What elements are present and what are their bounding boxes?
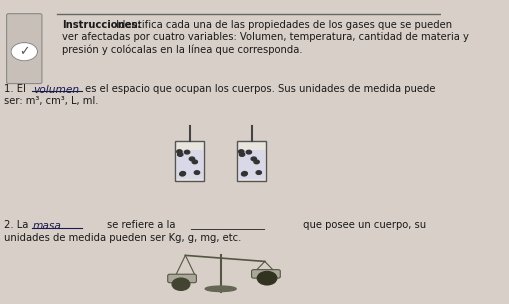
FancyBboxPatch shape <box>251 270 280 278</box>
Circle shape <box>177 150 182 154</box>
Text: que posee un cuerpo, su: que posee un cuerpo, su <box>300 220 426 230</box>
Circle shape <box>251 157 257 161</box>
FancyBboxPatch shape <box>7 14 42 84</box>
Circle shape <box>258 271 277 285</box>
Circle shape <box>189 157 194 161</box>
Text: Instrucciones:: Instrucciones: <box>62 20 141 30</box>
Ellipse shape <box>205 286 236 292</box>
FancyBboxPatch shape <box>237 141 266 181</box>
Circle shape <box>11 43 38 61</box>
FancyBboxPatch shape <box>177 150 203 179</box>
FancyBboxPatch shape <box>176 141 204 181</box>
Text: _______________: _______________ <box>190 220 265 230</box>
Circle shape <box>242 171 247 175</box>
Circle shape <box>239 153 245 156</box>
Text: ✓: ✓ <box>19 45 30 58</box>
Circle shape <box>192 160 197 164</box>
Text: masa: masa <box>33 221 62 231</box>
Text: es el espacio que ocupan los cuerpos. Sus unidades de medida puede: es el espacio que ocupan los cuerpos. Su… <box>81 84 435 94</box>
Text: unidades de medida pueden ser Kg, g, mg, etc.: unidades de medida pueden ser Kg, g, mg,… <box>5 233 242 243</box>
FancyBboxPatch shape <box>239 150 265 179</box>
Text: Identifica cada una de las propiedades de los gases que se pueden: Identifica cada una de las propiedades d… <box>112 20 451 30</box>
Text: presión y colócalas en la línea que corresponda.: presión y colócalas en la línea que corr… <box>62 44 302 55</box>
Text: se refiere a la: se refiere a la <box>81 220 178 230</box>
Circle shape <box>172 278 190 290</box>
Circle shape <box>256 171 262 174</box>
Circle shape <box>180 171 186 175</box>
Circle shape <box>246 150 251 154</box>
Circle shape <box>180 172 185 176</box>
Circle shape <box>184 150 190 154</box>
Circle shape <box>194 171 200 174</box>
Text: ver afectadas por cuatro variables: Volumen, temperatura, cantidad de materia y: ver afectadas por cuatro variables: Volu… <box>62 32 469 42</box>
Text: 1. El: 1. El <box>5 84 30 94</box>
Text: volumen: volumen <box>33 85 79 95</box>
Circle shape <box>239 150 244 154</box>
Circle shape <box>254 160 259 164</box>
Text: 2. La: 2. La <box>5 220 32 230</box>
Text: ser: m³, cm³, L, ml.: ser: m³, cm³, L, ml. <box>5 96 99 106</box>
Circle shape <box>178 153 183 156</box>
FancyBboxPatch shape <box>168 274 196 283</box>
Circle shape <box>241 172 247 176</box>
